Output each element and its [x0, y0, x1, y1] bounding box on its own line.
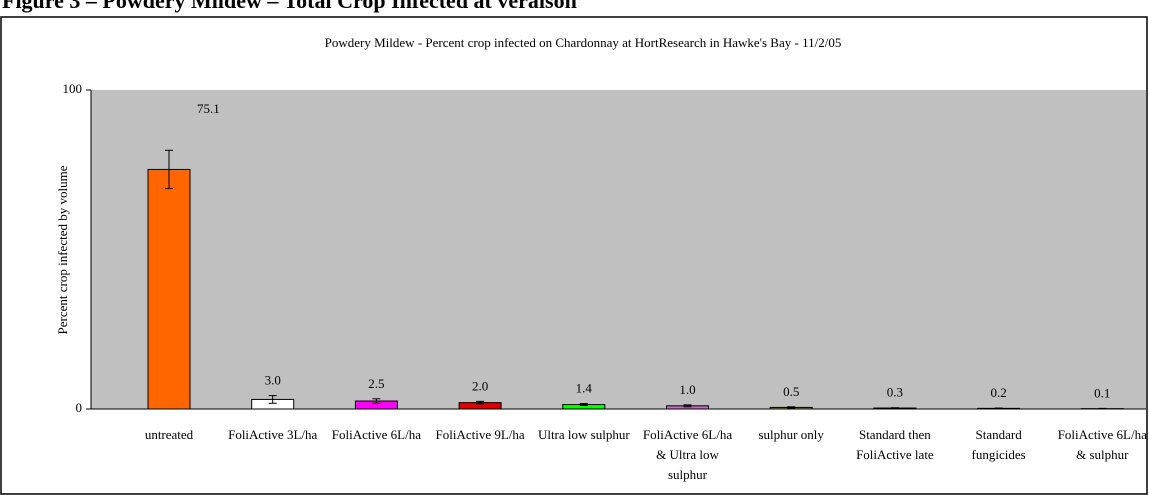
x-tick-label: Standard then FoliActive late	[856, 427, 934, 462]
bar	[147, 168, 191, 410]
value-label: 0.2	[990, 385, 1006, 400]
value-label: 1.4	[576, 381, 593, 396]
x-tick-label: FoliActive 9L/ha	[435, 427, 525, 442]
value-label: 2.0	[472, 378, 488, 393]
x-tick-label: FoliActive 6L/ha & sulphur	[1057, 427, 1147, 462]
value-label: 0.5	[783, 384, 799, 399]
value-label: 75.1	[197, 101, 220, 116]
x-tick-label: FoliActive 3L/ha	[228, 427, 318, 442]
x-tick-label: Ultra low sulphur	[537, 427, 630, 442]
y-axis-label: Percent crop infected by volume	[55, 165, 70, 334]
x-tick-label: Standard fungicides	[971, 427, 1026, 462]
figure-caption: Figure 3 – Powdery Mildew – Total Crop I…	[2, 0, 577, 13]
value-label: 0.3	[887, 385, 903, 400]
value-label: 2.5	[368, 376, 384, 391]
value-label: 1.0	[679, 382, 695, 397]
chart-title: Powdery Mildew - Percent crop infected o…	[325, 35, 842, 50]
x-tick-label: FoliActive 6L/ha	[331, 427, 421, 442]
x-tick-label: sulphur only	[758, 427, 824, 442]
y-tick-label: 0	[76, 400, 83, 415]
x-tick-label: FoliActive 6L/ha & Ultra low sulphur	[642, 427, 733, 482]
x-tick-label: untreated	[144, 427, 194, 442]
value-label: 3.0	[265, 373, 281, 388]
value-label: 0.1	[1094, 385, 1110, 400]
y-tick-label: 100	[63, 81, 83, 96]
plot-area	[91, 90, 1146, 409]
